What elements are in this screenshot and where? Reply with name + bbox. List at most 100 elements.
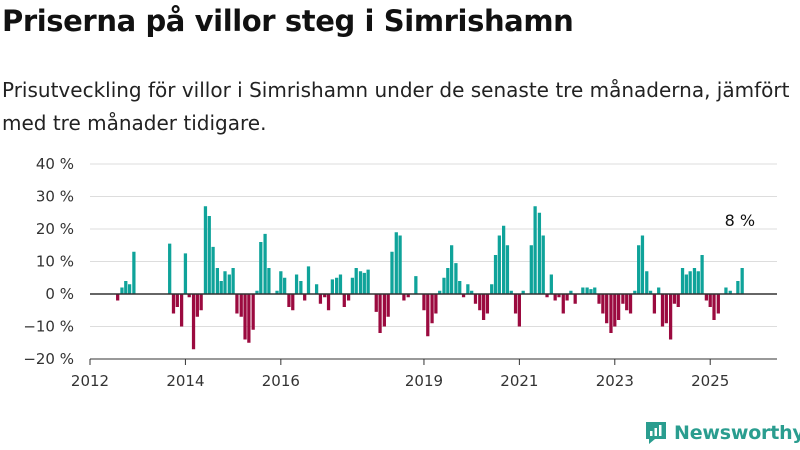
bar bbox=[430, 294, 434, 324]
bar bbox=[227, 274, 231, 294]
chart-title: Priserna på villor steg i Simrishamn bbox=[2, 4, 574, 38]
bar bbox=[657, 287, 661, 294]
bar bbox=[247, 294, 251, 343]
bar bbox=[231, 268, 235, 294]
bar bbox=[299, 281, 303, 294]
bar bbox=[696, 271, 700, 294]
bar bbox=[557, 294, 561, 298]
bar bbox=[127, 284, 132, 294]
bar bbox=[426, 294, 430, 337]
bar bbox=[473, 294, 478, 304]
bar bbox=[175, 294, 179, 307]
tick-labels: −20 % −10 % 0 % 10 % 20 % 30 % 40 % 2012 2014 201… bbox=[23, 155, 755, 390]
bar bbox=[609, 294, 613, 333]
bar bbox=[338, 274, 343, 294]
bar bbox=[716, 294, 720, 314]
x-tick-label: 2021 bbox=[500, 372, 538, 390]
bar bbox=[358, 271, 363, 294]
bar bbox=[120, 287, 124, 294]
bar bbox=[712, 294, 716, 320]
bar bbox=[470, 290, 474, 294]
bar bbox=[736, 281, 740, 294]
bar bbox=[306, 266, 311, 295]
bar bbox=[585, 287, 589, 294]
bar bbox=[291, 294, 295, 311]
bar bbox=[505, 245, 510, 294]
bar bbox=[652, 294, 657, 314]
y-tick-label: −20 % bbox=[23, 350, 74, 368]
bar bbox=[458, 281, 462, 294]
y-tick-label: 30 % bbox=[36, 188, 74, 206]
bar bbox=[390, 251, 394, 294]
bar bbox=[454, 263, 458, 295]
bar bbox=[517, 294, 521, 327]
bar bbox=[394, 232, 398, 294]
bar bbox=[581, 287, 585, 294]
bar bbox=[171, 294, 176, 314]
bar bbox=[597, 294, 601, 304]
bar bbox=[664, 294, 668, 324]
bar bbox=[605, 294, 609, 324]
bar bbox=[199, 294, 203, 311]
latest-value-label: 8 % bbox=[725, 211, 755, 230]
bar bbox=[211, 246, 215, 295]
bar bbox=[215, 268, 220, 294]
bar bbox=[354, 268, 358, 294]
bar bbox=[116, 294, 120, 301]
bar bbox=[728, 290, 732, 294]
bar bbox=[672, 294, 677, 304]
chart-subtitle: Prisutveckling för villor i Simrishamn u… bbox=[2, 78, 790, 135]
bar bbox=[637, 245, 641, 294]
newsworthy-logo: Newsworthy bbox=[644, 420, 800, 446]
bar bbox=[740, 268, 744, 294]
bar bbox=[493, 255, 498, 294]
bar bbox=[323, 294, 327, 298]
bar bbox=[490, 284, 494, 294]
bar bbox=[374, 294, 378, 312]
brand-name: Newsworthy bbox=[674, 422, 800, 444]
bar bbox=[382, 294, 386, 327]
bars bbox=[116, 206, 744, 350]
bar bbox=[251, 294, 255, 330]
bar bbox=[680, 268, 685, 294]
bar bbox=[386, 294, 390, 317]
bar bbox=[287, 294, 291, 307]
x-tick-label: 2019 bbox=[405, 372, 443, 390]
y-tick-label: −10 % bbox=[23, 318, 74, 336]
y-tick-label: 20 % bbox=[36, 220, 74, 238]
bar bbox=[267, 268, 271, 294]
bar bbox=[545, 294, 549, 298]
bar bbox=[485, 294, 490, 314]
bar bbox=[132, 251, 136, 294]
bar bbox=[692, 268, 697, 294]
bar bbox=[207, 216, 211, 294]
bar bbox=[613, 294, 617, 327]
y-tick-label: 40 % bbox=[36, 155, 74, 173]
bar bbox=[660, 294, 665, 327]
bar bbox=[275, 290, 279, 294]
bar bbox=[124, 281, 128, 294]
bar bbox=[668, 294, 673, 340]
bar bbox=[239, 294, 243, 317]
x-tick-label: 2023 bbox=[596, 372, 634, 390]
bar bbox=[434, 294, 438, 314]
bar bbox=[513, 294, 518, 314]
bar bbox=[235, 294, 239, 314]
bar bbox=[688, 271, 692, 294]
bar bbox=[303, 294, 307, 301]
bar bbox=[402, 294, 406, 301]
y-tick-label: 10 % bbox=[36, 253, 74, 271]
bar bbox=[330, 279, 334, 295]
y-tick-label: 0 % bbox=[45, 285, 74, 303]
bar bbox=[318, 294, 323, 304]
bar bbox=[438, 290, 442, 294]
bar bbox=[263, 233, 267, 295]
bar bbox=[625, 294, 629, 311]
bar bbox=[466, 284, 470, 294]
bar bbox=[187, 294, 191, 298]
bar bbox=[366, 269, 370, 295]
bar bbox=[645, 271, 649, 294]
bar bbox=[502, 225, 506, 294]
bar bbox=[704, 294, 709, 301]
bar bbox=[700, 255, 704, 294]
